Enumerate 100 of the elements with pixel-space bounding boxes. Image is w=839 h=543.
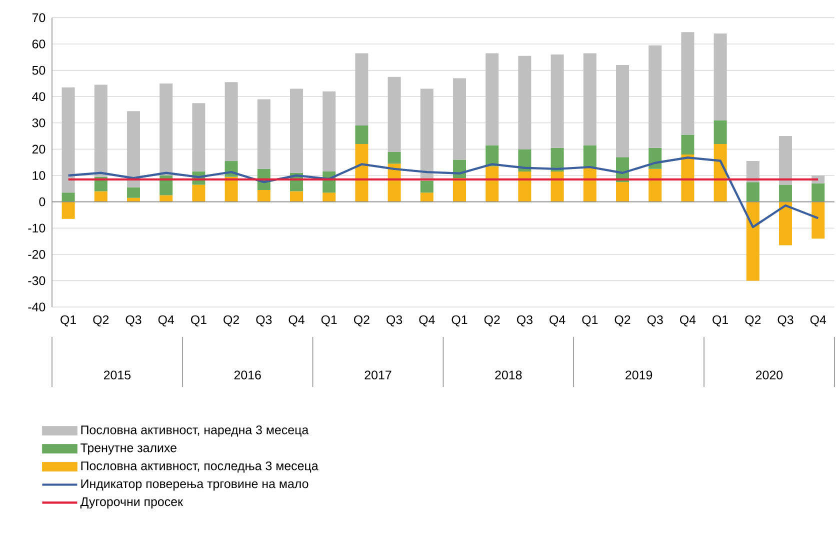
x-tick-label: Q1	[712, 315, 728, 326]
y-tick-label: 60	[32, 40, 46, 48]
bar	[746, 161, 760, 182]
x-tick-label: Q2	[745, 315, 761, 326]
bar	[714, 144, 727, 202]
bar	[779, 202, 792, 246]
bar	[616, 65, 630, 158]
x-tick-label: Q4	[419, 315, 435, 326]
text: 2016	[234, 370, 261, 380]
bar	[420, 88, 434, 181]
y-tick-label: 30	[32, 118, 46, 128]
bar	[127, 111, 140, 188]
bar	[681, 154, 694, 202]
y-tick-label: -10	[28, 224, 46, 233]
bar	[355, 126, 368, 144]
x-tick-label: Q3	[516, 315, 532, 326]
text: 2020	[756, 370, 783, 380]
bar	[812, 202, 825, 239]
line-series	[67, 156, 820, 228]
bar	[648, 45, 662, 148]
bar	[94, 191, 108, 202]
bar	[583, 168, 596, 202]
bar	[355, 53, 368, 126]
bar	[518, 149, 532, 172]
bar	[62, 192, 75, 202]
text: 2018	[495, 370, 522, 380]
x-tick-label: Q4	[550, 315, 566, 326]
x-tick-label: Q4	[680, 315, 696, 326]
bar	[290, 191, 304, 202]
bar	[257, 99, 270, 169]
y-tick-label: -20	[28, 250, 46, 259]
x-tick-label: Q1	[452, 315, 468, 326]
bar	[453, 78, 466, 160]
x-tick-label: Q4	[158, 315, 174, 326]
bar	[746, 182, 760, 202]
x-tick-label: Q2	[224, 315, 239, 326]
bar	[616, 182, 630, 202]
y-tick-label: 70	[32, 13, 46, 22]
text: 2015	[104, 370, 131, 380]
bar	[779, 136, 792, 185]
x-tick-label: Q3	[778, 315, 794, 326]
x-tick-label: Q1	[190, 315, 206, 326]
bar	[550, 172, 564, 202]
x-tick-label: Q2	[614, 315, 630, 326]
bar	[160, 83, 173, 176]
x-tick-label: Q2	[484, 315, 500, 326]
x-tick-label: Q3	[126, 315, 142, 326]
text: 2017	[364, 370, 392, 380]
bar	[486, 53, 499, 146]
bar	[62, 87, 75, 193]
x-tick-label: Q1	[582, 315, 598, 326]
bar	[648, 168, 662, 202]
bar	[388, 76, 401, 152]
x-tick-label: Q3	[256, 315, 272, 326]
bar	[746, 202, 760, 281]
bar	[290, 88, 304, 173]
bar	[681, 134, 694, 154]
legend-label: Дугорочни просек	[80, 497, 184, 509]
bar	[714, 120, 727, 144]
bar	[94, 84, 108, 177]
bar	[420, 192, 434, 202]
x-tick-label: Q3	[647, 315, 663, 326]
bar	[127, 187, 140, 198]
bar	[224, 176, 238, 202]
y-tick-label: -30	[28, 276, 46, 286]
bar	[583, 145, 596, 168]
legend-label: Тренутне залихе	[80, 444, 176, 455]
bar	[779, 184, 792, 202]
x-tick-label: Q1	[60, 315, 76, 326]
y-tick-label: 10	[32, 171, 46, 180]
bar	[355, 144, 368, 202]
bar	[388, 152, 401, 164]
x-tick-label: Q2	[93, 315, 109, 326]
bar	[550, 148, 564, 172]
legend-label: Пословна активност, наредна 3 месеца	[81, 425, 309, 437]
x-tick-label: Q2	[354, 315, 370, 326]
y-tick-label: 50	[32, 66, 46, 75]
bar	[518, 172, 532, 202]
bar	[518, 56, 532, 150]
y-tick-label: 40	[32, 92, 46, 102]
bar	[681, 32, 694, 135]
legend-label: Индикатор поверења трговине на мало	[81, 479, 308, 491]
bar	[322, 91, 336, 172]
bar	[224, 82, 238, 162]
bar	[714, 33, 727, 120]
bar	[160, 195, 173, 202]
bar	[453, 178, 466, 202]
y-tick-label: 0	[39, 197, 46, 206]
x-tick-label: Q3	[386, 315, 402, 326]
bar	[192, 103, 206, 172]
text: 2019	[626, 370, 652, 380]
bar	[420, 180, 434, 193]
x-tick-label: Q4	[288, 315, 304, 326]
x-tick-label: Q4	[810, 315, 826, 326]
bar	[192, 184, 206, 202]
x-tick-label: Q1	[321, 315, 337, 326]
bar	[62, 202, 75, 219]
bar	[550, 54, 564, 148]
bar	[486, 166, 499, 202]
bar	[322, 192, 336, 202]
